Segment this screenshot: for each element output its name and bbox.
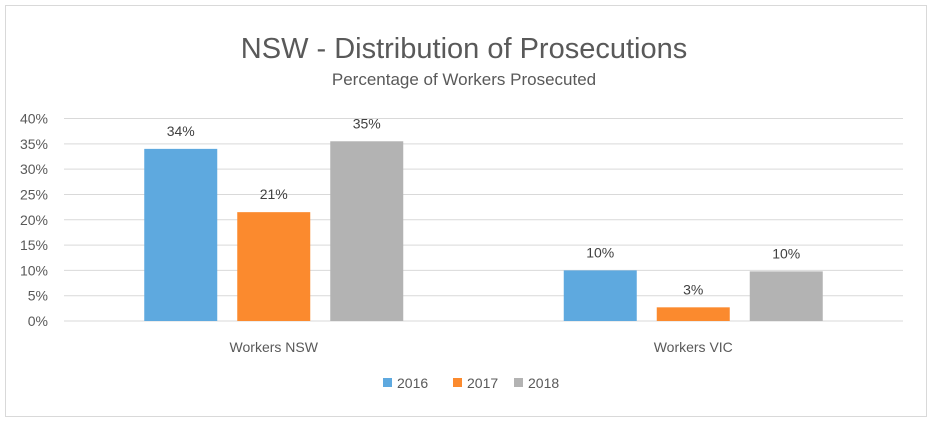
data-label: 21% — [260, 186, 288, 202]
bar-2018-1 — [330, 141, 404, 321]
x-axis-categories: Workers NSW Workers VIC — [230, 339, 733, 355]
bar-2017-1 — [237, 212, 311, 321]
bars — [144, 141, 823, 321]
legend-swatch-2016 — [383, 378, 392, 387]
legend-swatch-2018 — [514, 378, 523, 387]
legend-label: 2016 — [397, 375, 428, 391]
data-label: 10% — [586, 244, 614, 260]
data-label: 10% — [772, 245, 800, 261]
data-label: 3% — [683, 281, 703, 297]
data-label: 34% — [167, 123, 195, 139]
chart-subtitle: Percentage of Workers Prosecuted — [332, 70, 596, 89]
y-tick-label: 35% — [20, 136, 48, 152]
bar-2018-2 — [749, 271, 823, 321]
x-category-label: Workers VIC — [654, 339, 733, 355]
y-tick-label: 25% — [20, 186, 48, 202]
y-tick-label: 40% — [20, 111, 48, 127]
y-tick-label: 0% — [28, 313, 48, 329]
data-label: 35% — [353, 115, 381, 131]
y-tick-label: 30% — [20, 161, 48, 177]
bar-2016-2 — [563, 270, 637, 321]
bar-2016-1 — [144, 148, 218, 321]
legend-label: 2017 — [467, 375, 498, 391]
y-tick-label: 10% — [20, 262, 48, 278]
data-labels: 34% 21% 35% 10% 3% 10% — [167, 115, 801, 297]
legend-label: 2018 — [528, 375, 559, 391]
bar-2017-2 — [656, 307, 730, 321]
y-tick-label: 20% — [20, 212, 48, 228]
y-axis-ticks: 0% 5% 10% 15% 20% 25% 30% 35% 40% — [20, 111, 48, 330]
y-tick-label: 15% — [20, 237, 48, 253]
legend-swatch-2017 — [453, 378, 462, 387]
chart-title: NSW - Distribution of Prosecutions — [241, 33, 687, 65]
legend: 2016 2017 2018 — [383, 375, 559, 391]
x-category-label: Workers NSW — [230, 339, 319, 355]
y-tick-label: 5% — [28, 288, 48, 304]
